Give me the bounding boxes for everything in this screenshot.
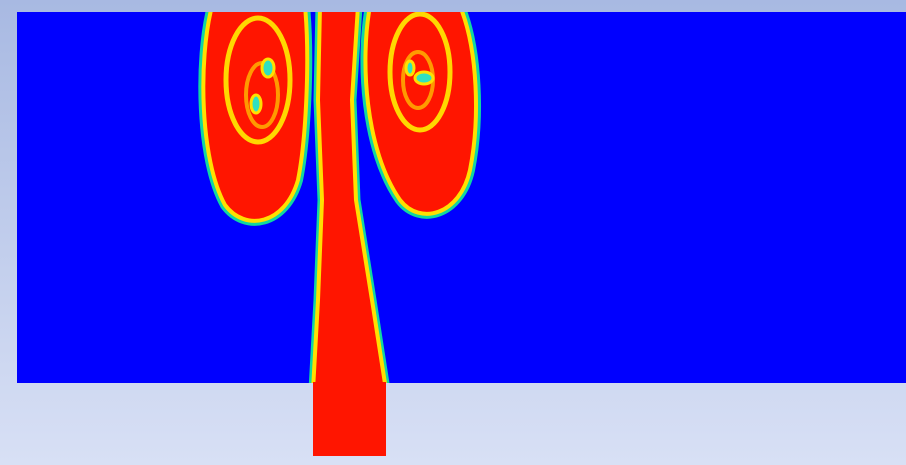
right-vortex-core [406,61,414,75]
inlet-nozzle [313,382,386,456]
page-body: (() => { const data = JSON.parse(documen… [0,0,906,465]
left-vortex-core [251,95,261,113]
right-vortex-core [415,72,433,84]
left-vortex-core [262,59,274,77]
page: {} html, body { margin: 0; padding: 0; w… [0,0,906,465]
contour-viewport [0,0,906,465]
left-vortex [203,6,307,221]
